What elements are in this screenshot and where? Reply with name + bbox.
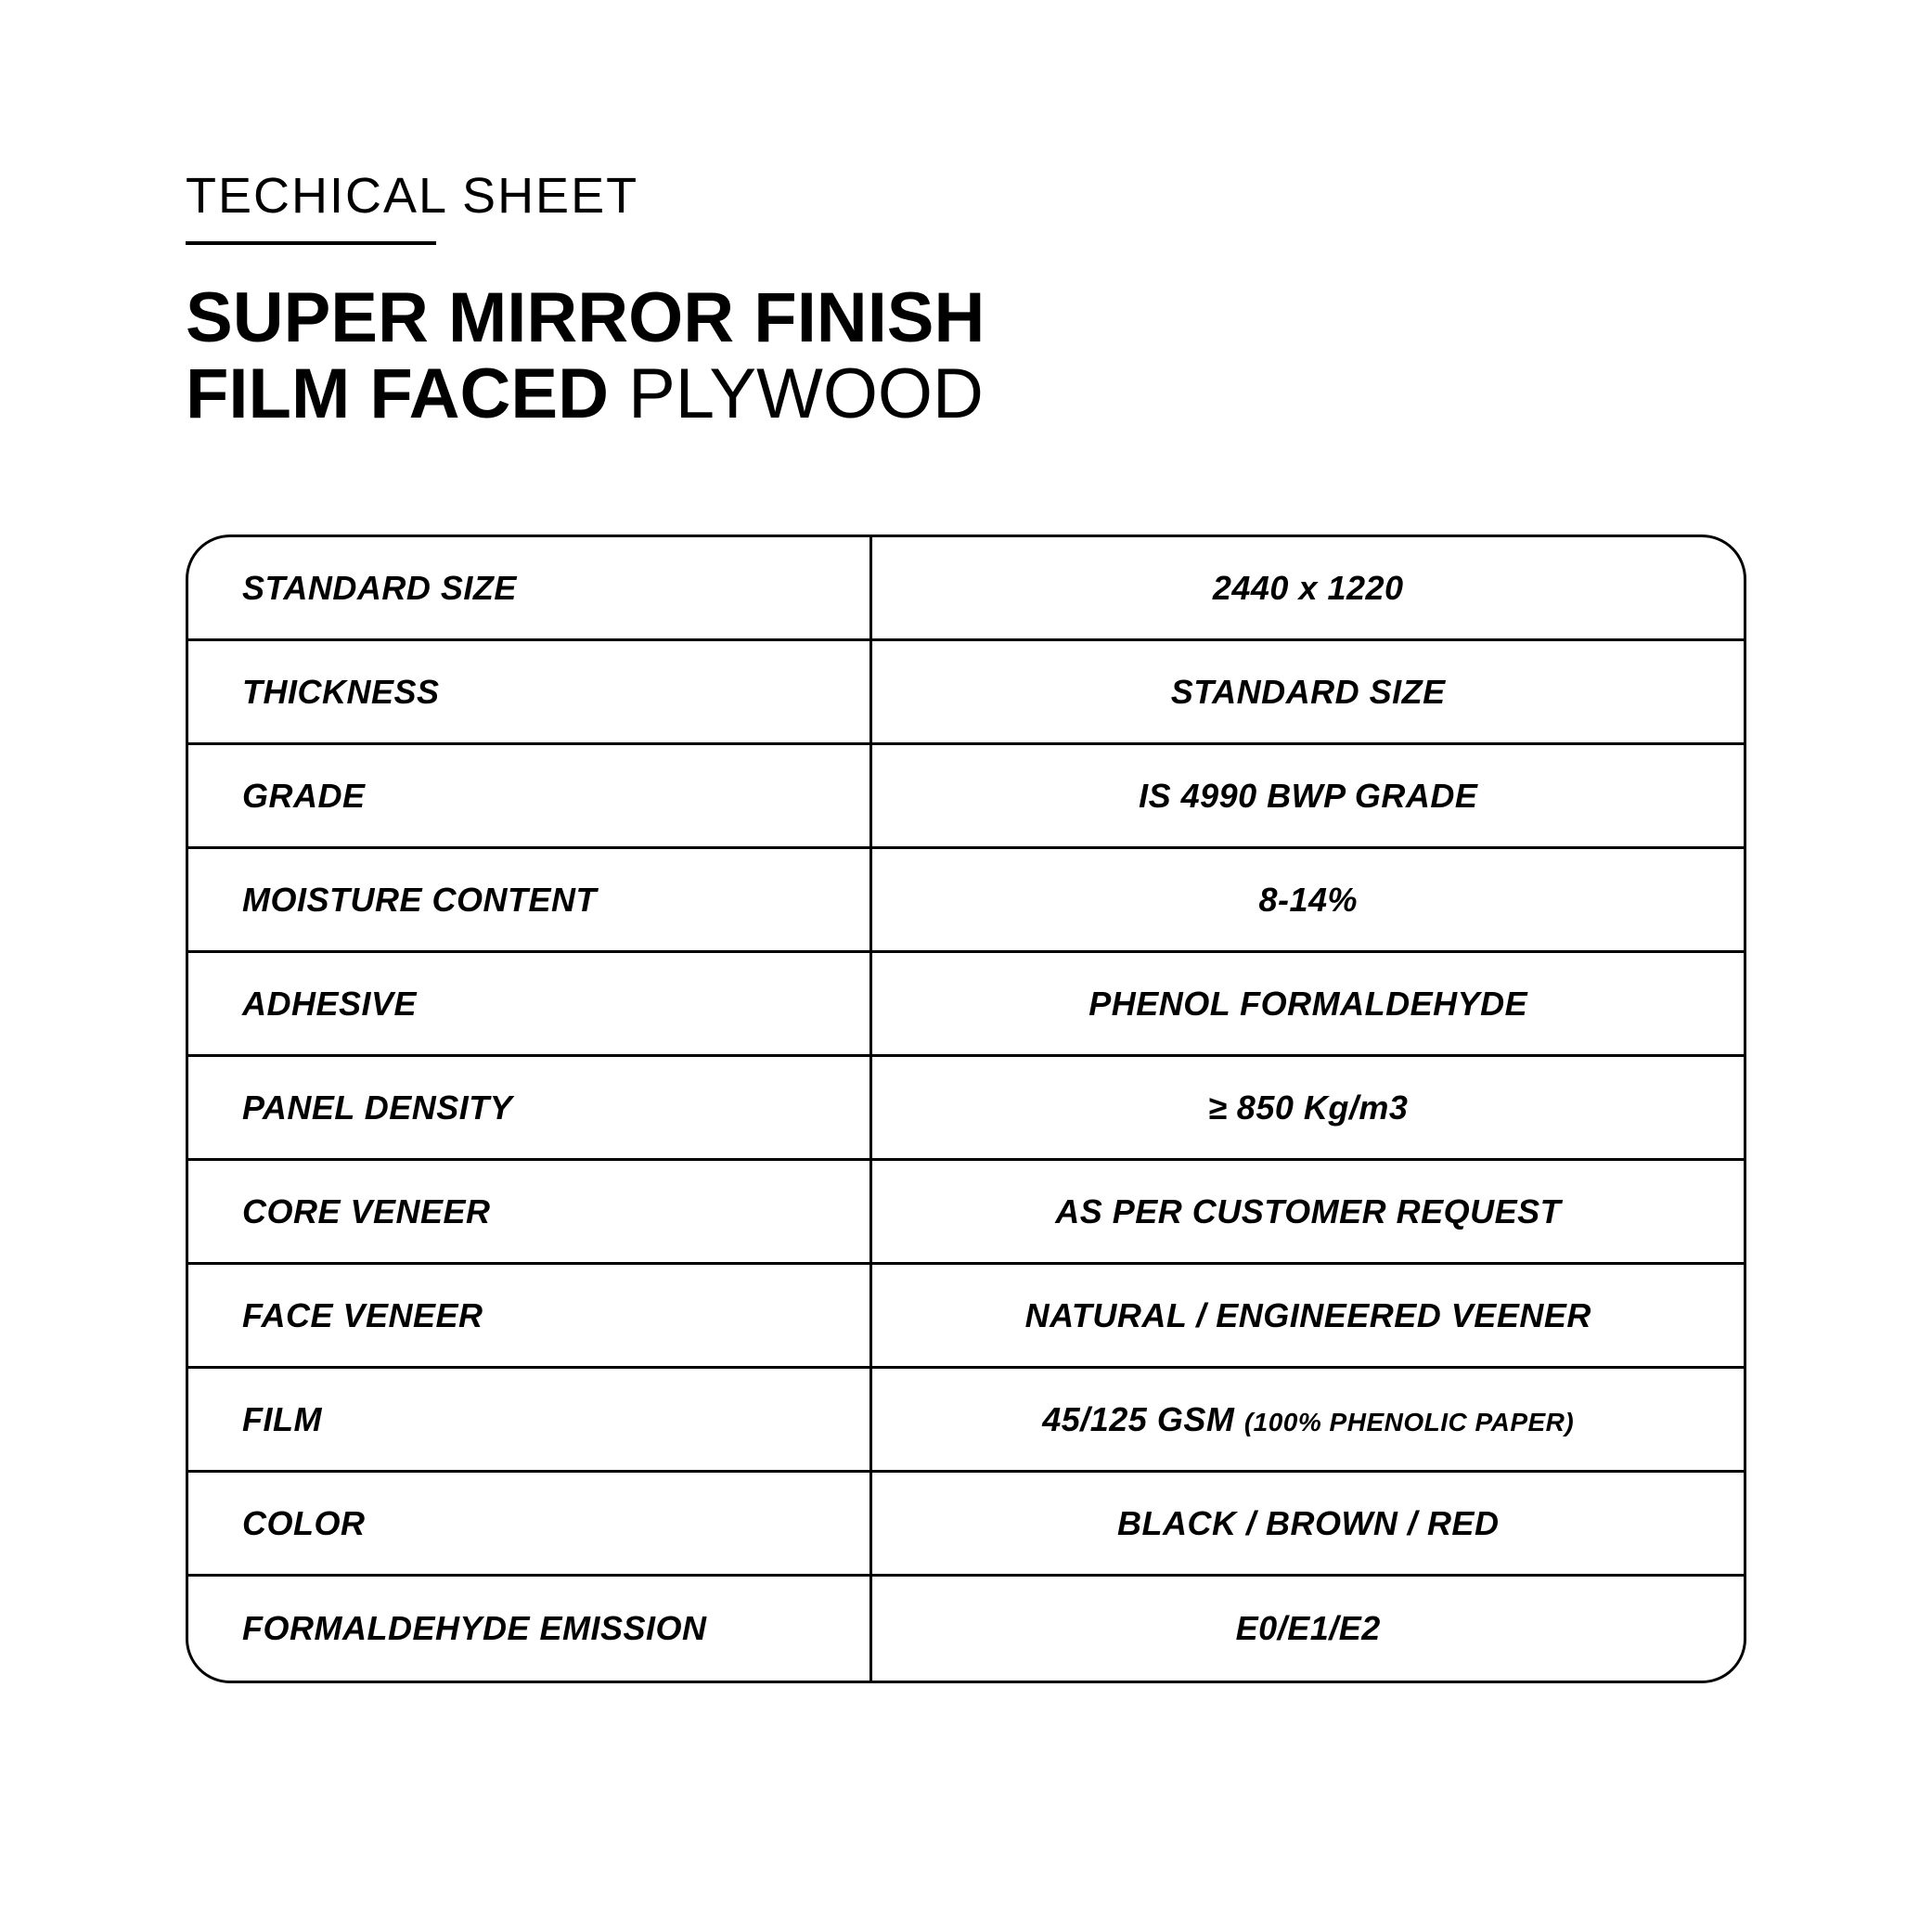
spec-label: STANDARD SIZE [188,537,872,641]
table-row: THICKNESSSTANDARD SIZE [188,641,1744,745]
table-row: COLORBLACK / BROWN / RED [188,1473,1744,1577]
spec-label: COLOR [188,1473,872,1577]
spec-value: ≥ 850 Kg/m3 [872,1057,1744,1161]
page-title: SUPER MIRROR FINISH FILM FACED PLYWOOD [186,280,1746,432]
table-row: CORE VENEERAS PER CUSTOMER REQUEST [188,1161,1744,1265]
spec-value: NATURAL / ENGINEERED VEENER [872,1265,1744,1369]
section-label: TECHICAL SHEET [186,167,1746,225]
table-row: ADHESIVEPHENOL FORMALDEHYDE [188,953,1744,1057]
table-row: FORMALDEHYDE EMISSIONE0/E1/E2 [188,1577,1744,1681]
table-row: GRADEIS 4990 BWP GRADE [188,745,1744,849]
spec-label: MOISTURE CONTENT [188,849,872,953]
spec-value: 45/125 GSM (100% PHENOLIC PAPER) [872,1369,1744,1473]
spec-value: STANDARD SIZE [872,641,1744,745]
title-line1: SUPER MIRROR FINISH [186,278,985,357]
spec-table-body: STANDARD SIZE2440 x 1220THICKNESSSTANDAR… [188,537,1744,1681]
spec-label: GRADE [188,745,872,849]
spec-label: CORE VENEER [188,1161,872,1265]
spec-value: 8-14% [872,849,1744,953]
spec-label: ADHESIVE [188,953,872,1057]
spec-label: FILM [188,1369,872,1473]
spec-label: FORMALDEHYDE EMISSION [188,1577,872,1681]
spec-value: IS 4990 BWP GRADE [872,745,1744,849]
table-row: STANDARD SIZE2440 x 1220 [188,537,1744,641]
spec-value: AS PER CUSTOMER REQUEST [872,1161,1744,1265]
table-row: FACE VENEERNATURAL / ENGINEERED VEENER [188,1265,1744,1369]
spec-label: THICKNESS [188,641,872,745]
table-row: PANEL DENSITY≥ 850 Kg/m3 [188,1057,1744,1161]
spec-value: PHENOL FORMALDEHYDE [872,953,1744,1057]
spec-label: FACE VENEER [188,1265,872,1369]
spec-label: PANEL DENSITY [188,1057,872,1161]
spec-table: STANDARD SIZE2440 x 1220THICKNESSSTANDAR… [186,535,1746,1683]
spec-value: 2440 x 1220 [872,537,1744,641]
section-underline [186,241,436,245]
table-row: MOISTURE CONTENT8-14% [188,849,1744,953]
table-row: FILM45/125 GSM (100% PHENOLIC PAPER) [188,1369,1744,1473]
title-line2-bold: FILM FACED [186,354,628,433]
spec-value: BLACK / BROWN / RED [872,1473,1744,1577]
title-line2-light: PLYWOOD [628,354,984,433]
spec-value: E0/E1/E2 [872,1577,1744,1681]
